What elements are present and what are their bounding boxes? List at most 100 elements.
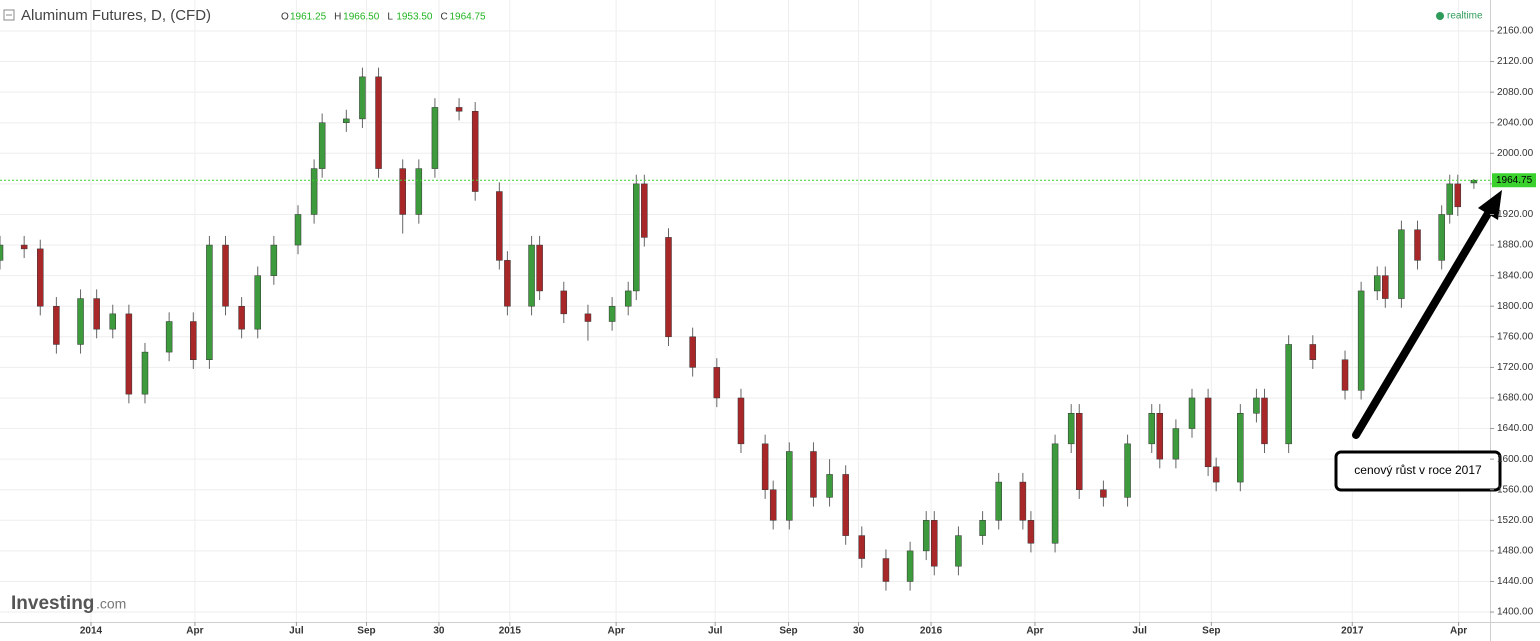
y-tick-label: 2000.00 xyxy=(1497,148,1534,159)
y-tick-label: 1400.00 xyxy=(1497,607,1534,618)
y-tick-label: 1680.00 xyxy=(1497,393,1534,404)
candle-body xyxy=(1454,183,1462,208)
candle-body xyxy=(1100,489,1107,498)
y-tick-label: 1840.00 xyxy=(1497,270,1534,281)
y-tick-label: 1480.00 xyxy=(1497,546,1534,557)
candle-body xyxy=(1075,413,1083,490)
x-tick-label: Sep xyxy=(779,626,797,637)
ohlc-label: H xyxy=(334,12,341,23)
candle-body xyxy=(858,535,866,559)
x-tick-label: Sep xyxy=(357,626,375,637)
candle-body xyxy=(826,474,833,498)
candles xyxy=(0,67,1478,591)
candle-body xyxy=(810,451,817,498)
candle-body xyxy=(761,443,769,490)
y-tick-label: 1560.00 xyxy=(1497,484,1534,495)
candle-body xyxy=(641,183,648,238)
brand-suffix: .com xyxy=(96,596,126,612)
collapse-icon[interactable] xyxy=(3,9,15,21)
candle-body xyxy=(1019,481,1027,521)
candle-body xyxy=(528,244,535,307)
candle-body xyxy=(1341,359,1349,391)
candle-body xyxy=(310,168,318,215)
brand-name: Investing xyxy=(11,593,94,614)
candle-body xyxy=(0,244,4,261)
candle-body xyxy=(496,191,503,261)
candle-body xyxy=(270,244,278,276)
candle-body xyxy=(77,298,84,345)
candle-body xyxy=(769,489,777,521)
y-tick-label: 1880.00 xyxy=(1497,240,1534,251)
candle-body xyxy=(37,248,44,307)
y-tick-label: 1640.00 xyxy=(1497,423,1534,434)
candle-body xyxy=(995,481,1002,521)
chart-title: Aluminum Futures, D, (CFD) xyxy=(21,7,211,24)
y-tick-label: 1800.00 xyxy=(1497,301,1534,312)
ohlc-value: 1966.50 xyxy=(343,12,380,23)
y-tick-label: 2120.00 xyxy=(1497,56,1534,67)
grid xyxy=(0,0,1490,622)
candle-body xyxy=(1357,290,1365,391)
candle-body xyxy=(1285,344,1292,445)
candle-body xyxy=(689,336,696,368)
status: realtime xyxy=(1447,11,1483,22)
candle-body xyxy=(1212,466,1220,483)
arrow-shaft xyxy=(1352,206,1494,439)
x-tick-label: Apr xyxy=(1026,626,1043,637)
candle-body xyxy=(294,214,302,246)
last-price-label: 1964.75 xyxy=(1496,175,1533,186)
x-tick-label: 2016 xyxy=(920,626,943,637)
x-tick-label: 2017 xyxy=(1341,626,1364,637)
candle-body xyxy=(254,275,261,330)
candle-body xyxy=(93,298,100,330)
candle-body xyxy=(1253,397,1260,414)
candle-body xyxy=(1438,214,1445,261)
x-tick-label: Jul xyxy=(1132,626,1147,637)
annotation-box xyxy=(1334,450,1502,492)
ohlc-value: 1961.25 xyxy=(290,12,327,23)
y-tick-label: 2080.00 xyxy=(1497,87,1534,98)
candle-body xyxy=(1373,275,1381,292)
candle-body xyxy=(318,122,326,169)
candle-body xyxy=(1414,229,1421,261)
candle-body xyxy=(1204,397,1212,468)
candle-body xyxy=(1124,443,1131,498)
x-tick-label: 30 xyxy=(433,626,445,637)
x-tick-label: 2014 xyxy=(80,626,103,637)
candle-body xyxy=(109,313,117,330)
candle-body xyxy=(979,520,986,536)
candle-body xyxy=(665,237,672,338)
candle-body xyxy=(1237,413,1244,483)
x-tick-label: Jul xyxy=(289,626,304,637)
candle-body xyxy=(608,305,616,322)
candle-body xyxy=(125,313,133,395)
candle-body xyxy=(141,351,149,395)
y-tick-label: 2160.00 xyxy=(1497,26,1534,37)
candle-body xyxy=(624,290,632,307)
candle-body xyxy=(455,107,463,112)
y-tick-label: 1520.00 xyxy=(1497,515,1534,526)
y-tick-label: 2040.00 xyxy=(1497,117,1534,128)
candle-body xyxy=(737,397,745,445)
candle-body xyxy=(222,244,229,307)
candle-body xyxy=(165,321,173,353)
x-tick-label: 2015 xyxy=(499,626,522,637)
candle-body xyxy=(1309,344,1317,360)
candle-body xyxy=(206,244,213,360)
candle-body xyxy=(713,367,721,399)
candle-body xyxy=(906,550,914,582)
x-tick-label: Apr xyxy=(1450,626,1467,637)
candle-body xyxy=(238,305,245,330)
x-tick-label: Apr xyxy=(608,626,625,637)
candle-body xyxy=(1188,397,1196,429)
y-tick-label: 1920.00 xyxy=(1497,209,1534,220)
candle-body xyxy=(1156,413,1164,460)
x-tick-label: 30 xyxy=(853,626,865,637)
annotation: cenový růst v roce 2017 xyxy=(1354,463,1482,477)
candle-body xyxy=(343,118,350,123)
y-tick-label: 1760.00 xyxy=(1497,331,1534,342)
candle-body xyxy=(399,168,406,215)
y-tick-label: 1600.00 xyxy=(1497,454,1534,465)
